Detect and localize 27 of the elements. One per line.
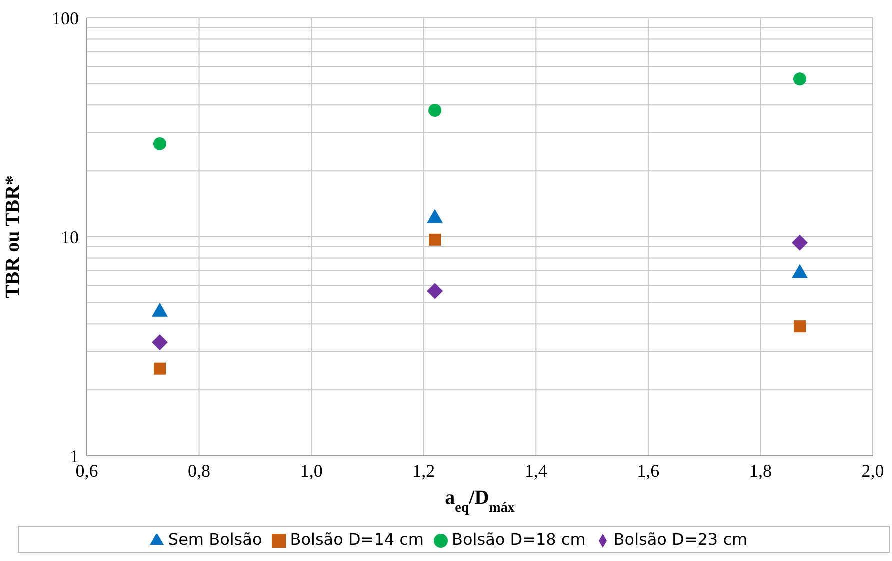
point xyxy=(427,283,444,300)
legend-label: Bolsão D=23 cm xyxy=(614,530,748,549)
point xyxy=(792,264,808,278)
x-tick-label: 1,8 xyxy=(749,460,772,481)
point xyxy=(427,209,444,224)
point xyxy=(152,302,168,317)
y-axis-title: TBR ou TBR* xyxy=(2,175,24,299)
x-axis-title: a$_{eq}$/D$_{máx}$ xyxy=(445,487,515,516)
point xyxy=(429,234,442,246)
point xyxy=(154,362,166,375)
x-tick-label: 1,2 xyxy=(412,460,436,481)
point xyxy=(792,234,808,251)
x-tick-label: 2,0 xyxy=(862,460,884,481)
x-tick-label: 1,4 xyxy=(524,460,548,481)
point xyxy=(153,137,166,150)
legend-label: Bolsão D=14 cm xyxy=(290,530,424,549)
legend-label: Sem Bolsão xyxy=(168,530,262,549)
point xyxy=(152,334,168,350)
y-tick-label: 100 xyxy=(52,8,79,28)
y-tick-label: 10 xyxy=(61,227,79,248)
x-tick-label: 1,0 xyxy=(300,460,323,481)
x-tick-label: 0,8 xyxy=(188,460,211,481)
point xyxy=(794,72,807,86)
point xyxy=(428,104,442,118)
x-tick-label: 1,6 xyxy=(637,460,660,481)
point xyxy=(794,320,806,333)
legend-label: Bolsão D=18 cm xyxy=(452,530,586,549)
